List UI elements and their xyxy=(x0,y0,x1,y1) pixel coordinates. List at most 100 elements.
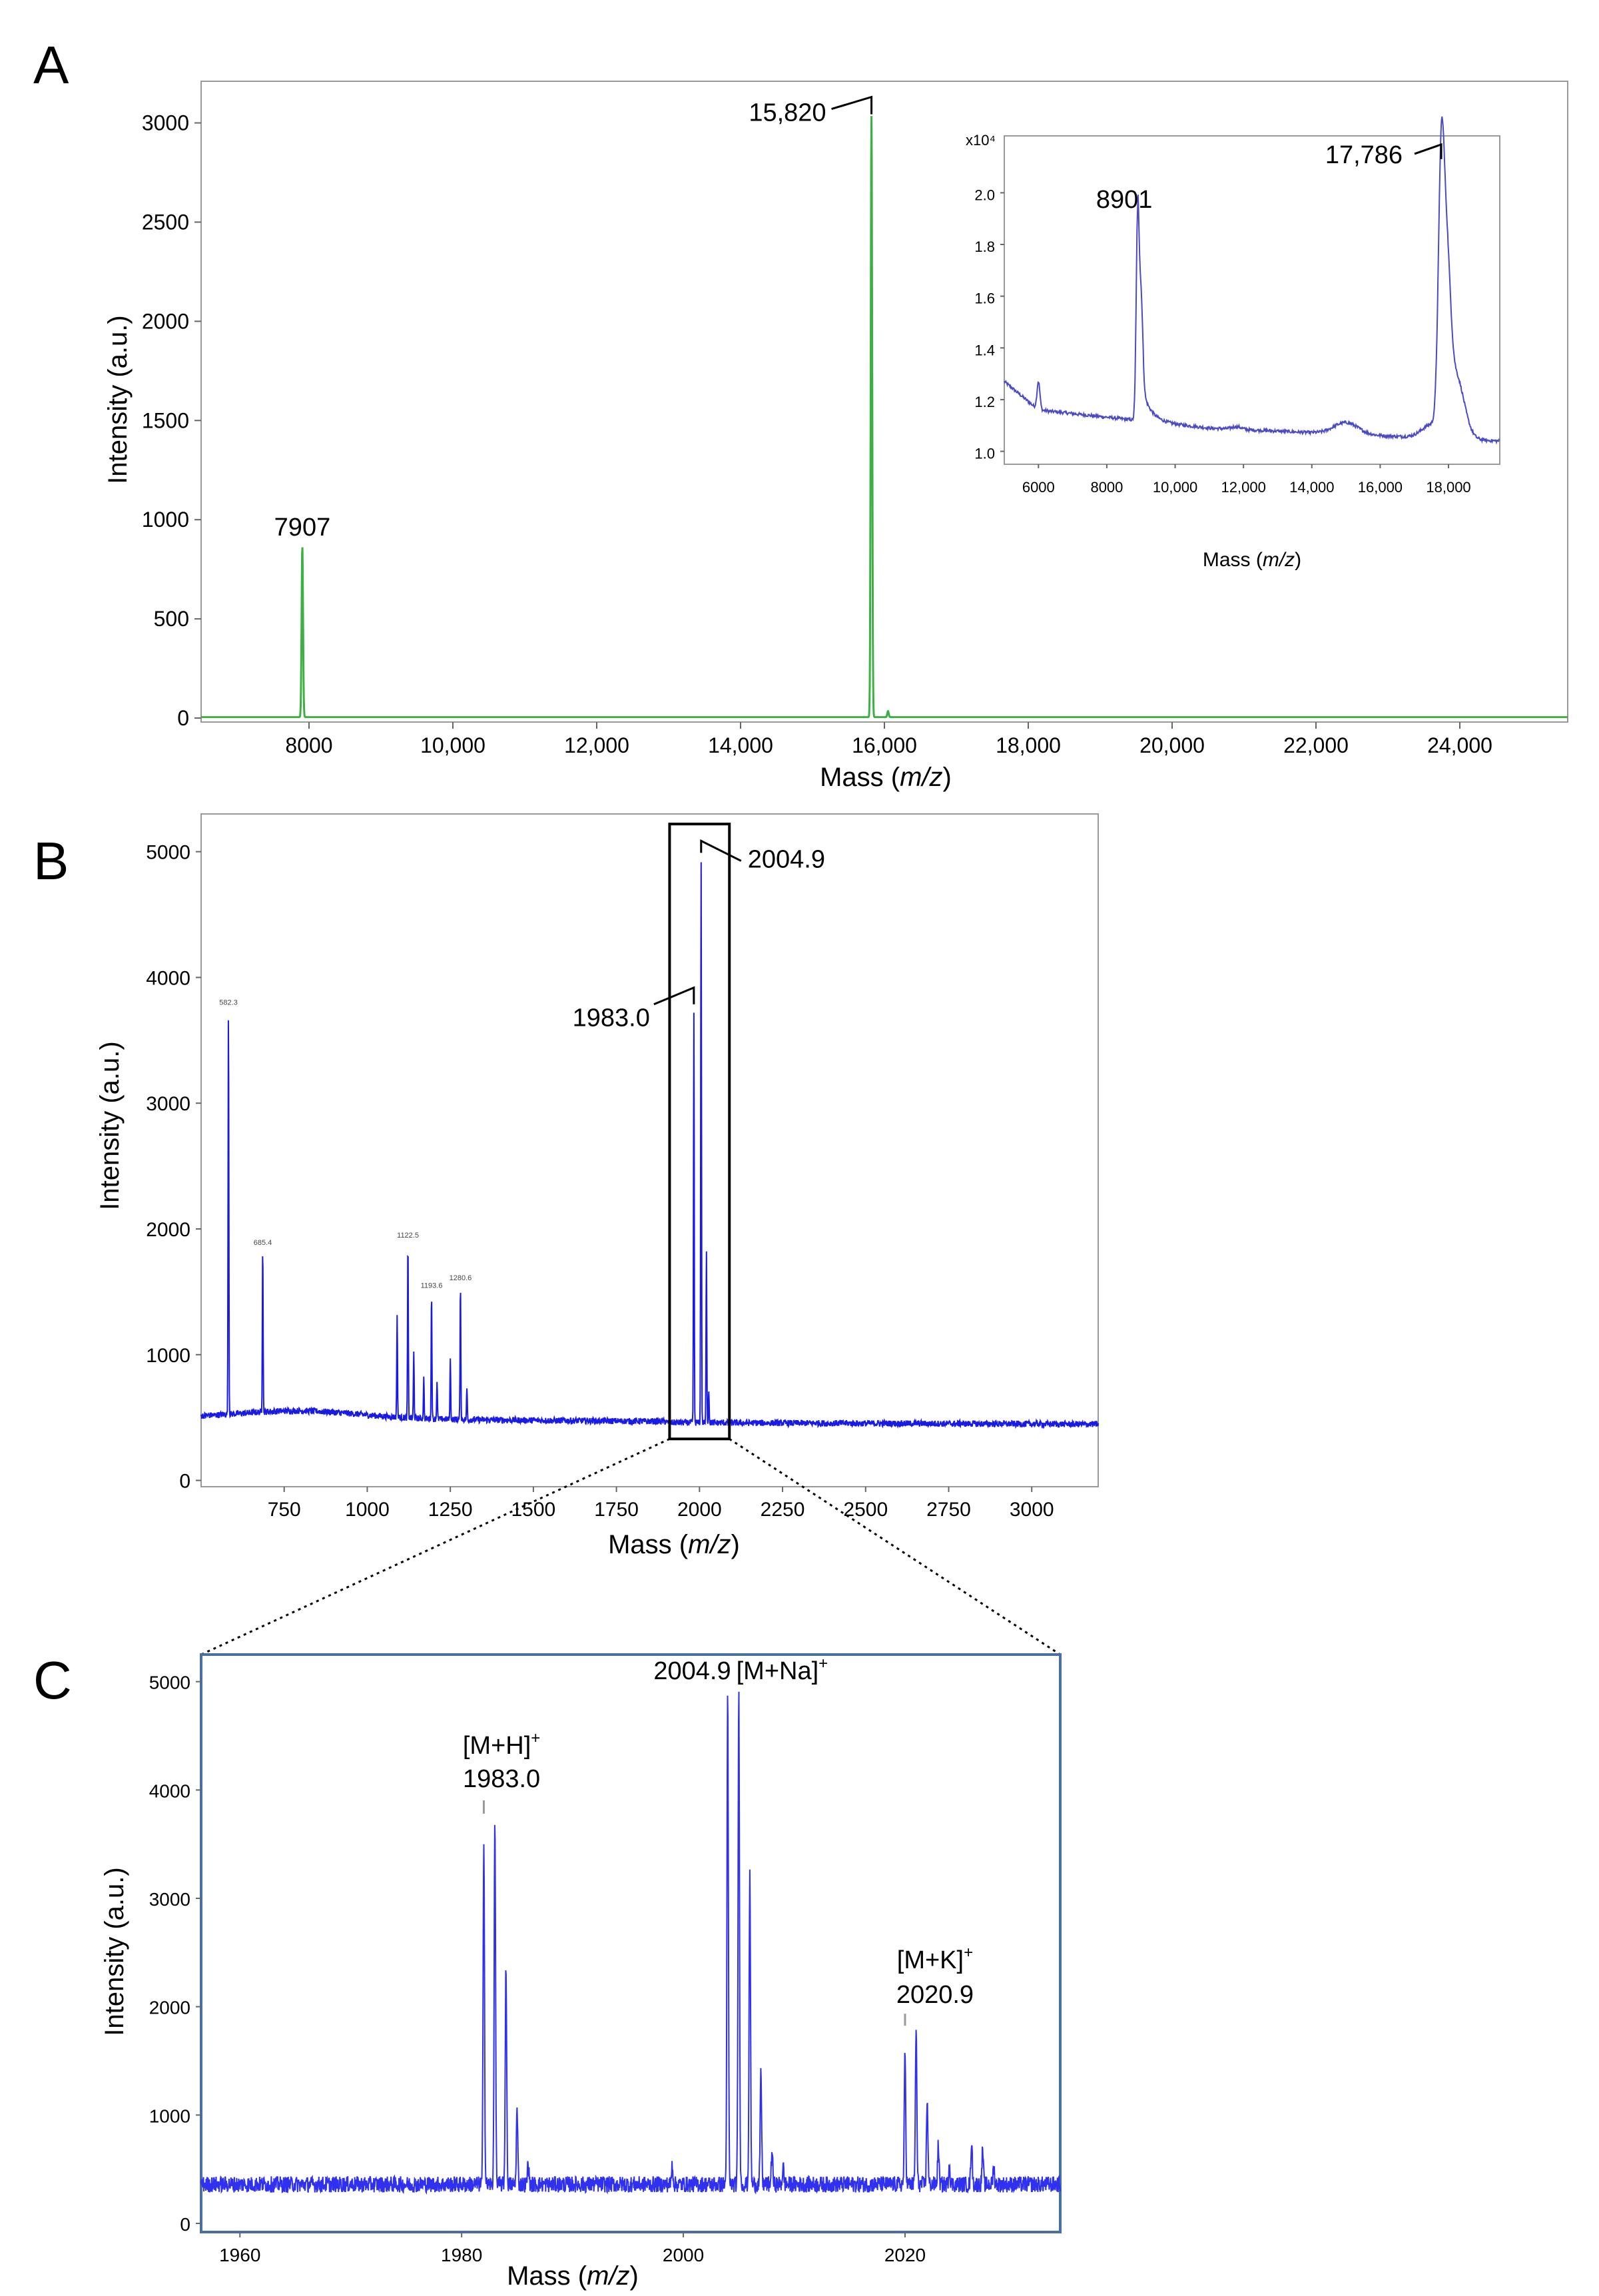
a-x-tick-label: 20,000 xyxy=(1139,733,1205,757)
a-x-tick-label: 18,000 xyxy=(996,733,1061,757)
c-x-tick-label: 2000 xyxy=(663,2245,704,2265)
panel-a-inset: x10⁴ 1.0 1.2 1.4 1.6 1.8 2.0 6000 8000 10,000 12… xyxy=(966,116,1500,571)
peak-leader-1983 xyxy=(653,986,695,1006)
c-x-tick-label: 1960 xyxy=(219,2245,260,2265)
c-y-tick-label: 1000 xyxy=(149,2105,190,2126)
panel-a-x-axis-label: Mass (m/z) xyxy=(820,763,952,792)
panel-c: C 0 1000 2000 3000 4000 5000 1960 1980 2000 2020… xyxy=(33,1651,1062,2291)
ion-label-mh: [M+H]+ xyxy=(463,1729,540,1760)
peak-label-small: 685.4 xyxy=(254,1239,272,1247)
peak-label-15820: 15,820 xyxy=(749,99,826,127)
a-x-tick-label: 14,000 xyxy=(708,733,773,757)
panel-a: A 0 500 1000 1500 2000 2500 3000 8000 10,000 12,… xyxy=(33,35,1568,792)
a-y-tick-label: 1500 xyxy=(142,408,189,432)
panel-b-letter: B xyxy=(33,831,69,891)
a-x-tick-label: 12,000 xyxy=(564,733,629,757)
i-y-tick-label: 1.8 xyxy=(974,238,995,255)
panel-a-letter: A xyxy=(33,35,69,95)
peak-leader-2004 xyxy=(700,839,742,862)
c-x-tick-label: 2020 xyxy=(884,2245,926,2265)
panel-c-frame xyxy=(200,1653,1062,2233)
a-y-tick-label: 2000 xyxy=(142,309,189,333)
i-x-tick-label: 16,000 xyxy=(1358,479,1403,496)
a-x-tick-label: 8000 xyxy=(285,733,332,757)
inset-peak-leader-17786 xyxy=(1414,143,1442,159)
panel-a-y-axis-label: Intensity (a.u.) xyxy=(103,315,133,484)
a-y-tick-label: 2500 xyxy=(142,210,189,234)
zoom-connector-right xyxy=(729,1438,1061,1656)
b-x-tick-label: 2250 xyxy=(761,1499,805,1521)
peak-label-1983: 1983.0 xyxy=(573,1004,650,1032)
i-x-tick-label: 12,000 xyxy=(1221,479,1266,496)
peak-label-7907: 7907 xyxy=(274,514,331,542)
b-x-tick-label: 1750 xyxy=(594,1499,639,1521)
i-x-tick-label: 10,000 xyxy=(1153,479,1197,496)
inset-spectrum-line xyxy=(1004,116,1500,445)
b-x-tick-label: 1000 xyxy=(345,1499,390,1521)
i-y-tick-label: 1.4 xyxy=(974,342,995,358)
b-y-tick-label: 0 xyxy=(179,1471,190,1493)
c-y-tick-label: 0 xyxy=(180,2214,190,2235)
panel-c-letter: C xyxy=(33,1651,72,1710)
ion-label-mk: [M+K]+ xyxy=(897,1944,973,1974)
i-x-tick-label: 18,000 xyxy=(1426,479,1470,496)
b-x-tick-label: 2000 xyxy=(677,1499,722,1521)
c-x-tick-label: 1980 xyxy=(441,2245,482,2265)
panel-b-frame xyxy=(200,813,1099,1487)
c-y-tick-label: 5000 xyxy=(149,1673,190,1693)
i-y-tick-label: 2.0 xyxy=(974,187,995,203)
inset-peak-label-17786: 17,786 xyxy=(1325,141,1403,169)
peak-label-small: 582.3 xyxy=(219,999,238,1007)
c-y-tick-label: 3000 xyxy=(149,1889,190,1910)
a-x-tick-label: 10,000 xyxy=(420,733,485,757)
b-x-tick-label: 1500 xyxy=(511,1499,556,1521)
c-y-tick-label: 2000 xyxy=(149,1998,190,2018)
i-x-tick-label: 6000 xyxy=(1022,479,1055,496)
ion-mass-mna: 2004.9 xyxy=(653,1657,731,1685)
panel-b-x-axis-label: Mass (m/z) xyxy=(608,1530,740,1559)
b-y-tick-label: 3000 xyxy=(146,1093,190,1115)
panel-a-spectrum-line xyxy=(201,116,1568,719)
panel-b: B 0 1000 2000 3000 4000 5000 750 1000 1250 1500 1… xyxy=(33,813,1099,1559)
i-x-tick-label: 8000 xyxy=(1090,479,1123,496)
panel-b-y-axis-label: Intensity (a.u.) xyxy=(95,1041,125,1210)
peak-leader-15820 xyxy=(831,95,873,115)
panel-c-spectrum-line xyxy=(200,1691,1061,2195)
ion-mass-mk: 2020.9 xyxy=(896,1981,974,2009)
peak-label-2004: 2004.9 xyxy=(748,845,825,873)
a-x-tick-label: 22,000 xyxy=(1283,733,1349,757)
a-x-tick-label: 16,000 xyxy=(852,733,917,757)
i-x-tick-label: 14,000 xyxy=(1289,479,1334,496)
peak-label-small: 1193.6 xyxy=(421,1282,443,1290)
b-x-tick-label: 3000 xyxy=(1010,1499,1054,1521)
inset-frame xyxy=(1004,135,1500,465)
b-y-tick-label: 1000 xyxy=(146,1345,190,1367)
zoom-box xyxy=(668,823,731,1441)
zoom-connector-left xyxy=(200,1437,671,1656)
b-x-tick-label: 1250 xyxy=(428,1499,473,1521)
a-y-tick-label: 3000 xyxy=(142,111,189,135)
a-y-tick-label: 500 xyxy=(154,607,189,631)
panel-c-x-axis-label: Mass (m/z) xyxy=(507,2261,639,2291)
peak-label-small: 1280.6 xyxy=(450,1274,472,1282)
a-x-tick-label: 24,000 xyxy=(1427,733,1492,757)
ion-label-mna: [M+Na]+ xyxy=(737,1655,828,1685)
peak-label-small: 1122.5 xyxy=(397,1232,419,1240)
b-y-tick-label: 4000 xyxy=(146,967,190,989)
b-y-tick-label: 5000 xyxy=(146,842,190,864)
panel-c-y-axis-label: Intensity (a.u.) xyxy=(100,1867,129,2036)
b-x-tick-label: 2500 xyxy=(843,1499,888,1521)
inset-y-multiplier: x10⁴ xyxy=(966,132,996,149)
i-y-tick-label: 1.6 xyxy=(974,290,995,307)
a-y-tick-label: 0 xyxy=(177,706,189,730)
panel-b-spectrum-line xyxy=(200,862,1099,1429)
inset-x-axis-label: Mass (m/z) xyxy=(1203,549,1301,571)
b-x-tick-label: 2750 xyxy=(926,1499,971,1521)
b-x-tick-label: 750 xyxy=(268,1499,301,1521)
inset-peak-label-8901: 8901 xyxy=(1096,186,1153,214)
i-y-tick-label: 1.0 xyxy=(974,446,995,462)
i-y-tick-label: 1.2 xyxy=(974,394,995,410)
c-y-tick-label: 4000 xyxy=(149,1780,190,1801)
a-y-tick-label: 1000 xyxy=(142,508,189,532)
